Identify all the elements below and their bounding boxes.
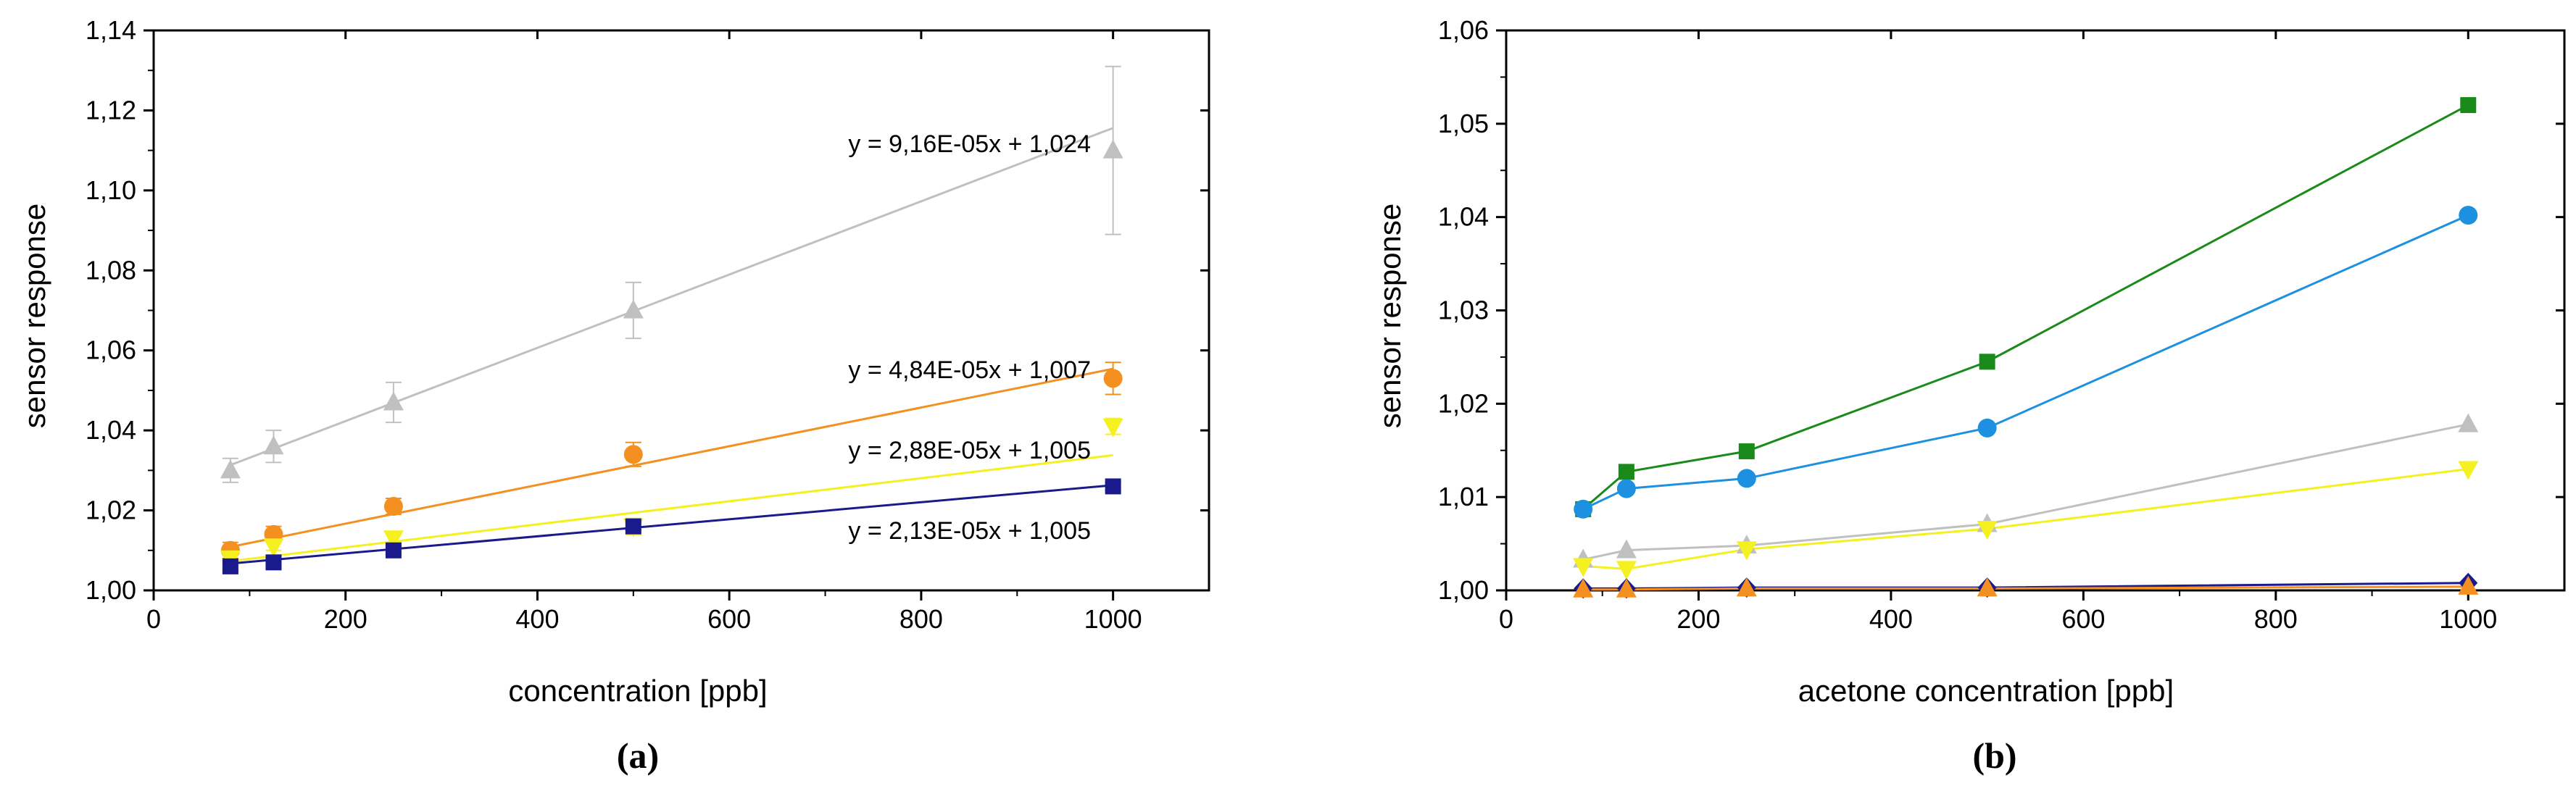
x-axis-label-a: concentration [ppb] (508, 674, 767, 708)
x-tick-label-b-3: 600 (2061, 604, 2105, 634)
point-a-gray-2 (383, 391, 404, 411)
x-tick-label-b-1: 200 (1677, 604, 1720, 634)
point-b-yellow-4 (2458, 461, 2479, 480)
point-a-navy-0 (222, 558, 238, 574)
y-tick-label-b-6: 1,06 (1438, 15, 1489, 45)
point-a-navy-3 (625, 518, 641, 535)
point-a-yellow-2 (383, 530, 404, 550)
point-b-gray-1 (1616, 539, 1637, 559)
point-b-blue-0 (1574, 499, 1593, 519)
x-tick-label-a-4: 800 (899, 604, 943, 634)
annotation-a-3: y = 2,13E-05x + 1,005 (848, 517, 1091, 545)
point-a-gray-0 (220, 459, 241, 479)
fit-line-a-gray (230, 127, 1114, 467)
y-tick-label-a-5: 1,10 (86, 175, 136, 205)
point-a-gray-1 (263, 435, 284, 455)
caption-a: (a) (617, 735, 659, 776)
point-b-green-1 (1618, 464, 1634, 480)
axis-ticks-b: 0 200 400 600 800 1000 1,00 1,01 1,02 1,03 1,04 1,0… (1438, 15, 2564, 634)
markers-b (1573, 97, 2479, 599)
y-tick-label-b-4: 1,04 (1438, 202, 1489, 232)
y-tick-label-b-3: 1,03 (1438, 296, 1489, 325)
y-tick-label-a-7: 1,14 (86, 15, 136, 45)
point-a-orange-4 (1103, 369, 1123, 388)
panel-b: 0 200 400 600 800 1000 1,00 1,01 1,02 1,03 1,04 1,0… (1373, 15, 2566, 776)
y-tick-label-b-1: 1,01 (1438, 482, 1489, 511)
annotation-a-2: y = 2,88E-05x + 1,005 (848, 437, 1091, 464)
y-tick-label-a-6: 1,12 (86, 95, 136, 125)
point-b-green-3 (1979, 354, 1995, 370)
point-b-gray-4 (2458, 413, 2479, 432)
point-b-orange-1 (1616, 578, 1637, 598)
y-tick-label-b-0: 1,00 (1438, 575, 1489, 605)
x-tick-label-a-0: 0 (146, 604, 161, 634)
markers-a (220, 139, 1123, 574)
point-b-orange-0 (1573, 578, 1594, 598)
axis-ticks-a: 0 200 400 600 800 1000 1,00 1,02 1,04 1,06 1,08 1,1… (86, 15, 1209, 634)
annotation-a-0: y = 9,16E-05x + 1,024 (848, 130, 1091, 158)
point-a-navy-2 (385, 542, 402, 559)
x-tick-label-b-2: 400 (1869, 604, 1913, 634)
x-tick-label-b-0: 0 (1499, 604, 1513, 634)
y-tick-label-a-4: 1,08 (86, 255, 136, 285)
point-a-navy-1 (265, 554, 282, 571)
point-b-blue-1 (1616, 479, 1636, 498)
point-b-yellow-3 (1977, 520, 1998, 540)
point-a-orange-3 (623, 445, 643, 464)
point-b-blue-2 (1737, 469, 1756, 488)
point-b-green-2 (1738, 443, 1755, 460)
fit-line-a-navy (230, 484, 1113, 565)
point-b-blue-3 (1977, 418, 1997, 438)
fit-line-a-orange (230, 367, 1113, 548)
x-tick-label-b-5: 1000 (2439, 604, 2497, 634)
caption-b: (b) (1972, 735, 2016, 776)
fit-line-a-yellow (230, 453, 1113, 563)
y-tick-label-a-0: 1,00 (86, 575, 136, 605)
point-b-blue-4 (2459, 206, 2478, 225)
x-tick-label-b-4: 800 (2254, 604, 2298, 634)
point-b-orange-4 (2458, 575, 2479, 595)
point-a-yellow-4 (1102, 418, 1123, 438)
y-tick-label-a-2: 1,04 (86, 415, 136, 445)
point-a-gray-3 (623, 299, 644, 319)
point-a-orange-2 (383, 497, 403, 516)
point-a-gray-4 (1102, 139, 1123, 159)
point-b-yellow-2 (1736, 541, 1757, 561)
point-b-yellow-1 (1616, 561, 1637, 580)
x-axis-label-b: acetone concentration [ppb] (1798, 674, 2174, 708)
annotation-a-1: y = 4,84E-05x + 1,007 (848, 356, 1091, 384)
y-tick-label-b-2: 1,02 (1438, 388, 1489, 418)
point-b-orange-3 (1977, 577, 1998, 597)
point-a-yellow-1 (263, 538, 284, 558)
x-tick-label-a-1: 200 (324, 604, 367, 634)
y-axis-label-a: sensor response (17, 204, 51, 429)
x-tick-label-a-2: 400 (515, 604, 559, 634)
point-b-green-4 (2460, 97, 2477, 114)
y-axis-label-b: sensor response (1373, 204, 1407, 429)
annotations-a: y = 9,16E-05x + 1,024 y = 4,84E-05x + 1,… (848, 130, 1091, 545)
x-tick-label-a-5: 1000 (1084, 604, 1142, 634)
point-a-navy-4 (1105, 478, 1121, 495)
panel-a: 0 200 400 600 800 1000 1,00 1,02 1,04 1,06 1,08 1,1… (17, 15, 1210, 776)
x-tick-label-a-3: 600 (707, 604, 751, 634)
point-b-yellow-0 (1573, 558, 1594, 577)
point-b-orange-2 (1736, 577, 1757, 597)
y-tick-label-a-1: 1,02 (86, 495, 136, 525)
fit-lines-a (230, 127, 1114, 565)
y-tick-label-b-5: 1,05 (1438, 109, 1489, 138)
y-tick-label-a-3: 1,06 (86, 335, 136, 365)
